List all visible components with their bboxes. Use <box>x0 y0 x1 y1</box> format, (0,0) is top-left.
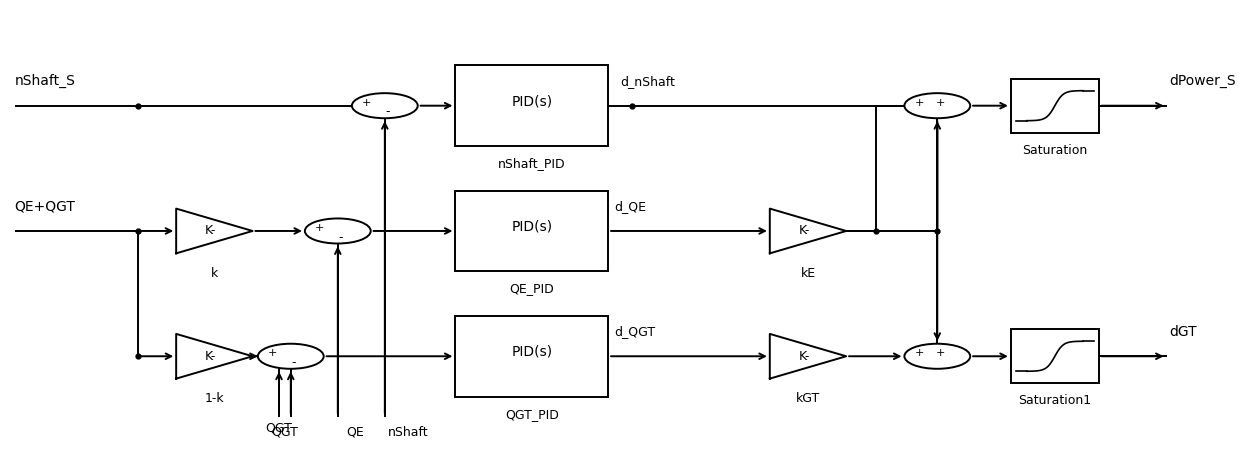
Text: -: - <box>386 106 391 118</box>
Text: +: + <box>268 348 278 358</box>
Text: K-: K- <box>205 350 216 363</box>
Text: +: + <box>936 348 945 358</box>
Text: nShaft_S: nShaft_S <box>15 74 76 88</box>
Text: QGT: QGT <box>272 426 299 439</box>
Text: K-: K- <box>205 225 216 237</box>
Text: d_QGT: d_QGT <box>614 325 655 338</box>
Text: Saturation1: Saturation1 <box>1018 394 1091 407</box>
Polygon shape <box>176 334 253 379</box>
Bar <box>455 191 608 271</box>
Text: d_nShaft: d_nShaft <box>620 75 675 87</box>
Text: dGT: dGT <box>1169 325 1197 339</box>
Text: nShaft: nShaft <box>388 426 429 439</box>
Polygon shape <box>770 334 846 379</box>
Text: +: + <box>936 97 945 107</box>
Text: QE: QE <box>346 426 365 439</box>
Text: QE_PID: QE_PID <box>510 282 554 295</box>
Circle shape <box>305 218 371 244</box>
Circle shape <box>258 344 324 369</box>
Text: -: - <box>291 356 296 369</box>
Text: kGT: kGT <box>796 392 820 405</box>
Text: K-: K- <box>799 225 810 237</box>
Bar <box>455 65 608 146</box>
Text: nShaft_PID: nShaft_PID <box>498 157 565 170</box>
Text: PID(s): PID(s) <box>511 345 552 359</box>
Text: QGT_PID: QGT_PID <box>505 408 559 421</box>
Bar <box>1011 329 1099 383</box>
Circle shape <box>904 344 970 369</box>
Text: QE+QGT: QE+QGT <box>15 199 76 213</box>
Text: K-: K- <box>799 350 810 363</box>
Text: +: + <box>362 97 372 107</box>
Text: -: - <box>339 231 343 244</box>
Text: PID(s): PID(s) <box>511 220 552 233</box>
Text: Saturation: Saturation <box>1022 144 1087 157</box>
Text: +: + <box>315 223 325 233</box>
Text: +: + <box>915 97 924 107</box>
Text: QGT: QGT <box>265 421 293 434</box>
Text: PID(s): PID(s) <box>511 94 552 108</box>
Text: k: k <box>211 267 218 280</box>
Text: dPower_S: dPower_S <box>1169 74 1235 88</box>
Circle shape <box>352 93 418 118</box>
Text: +: + <box>915 348 924 358</box>
Text: 1-k: 1-k <box>205 392 224 405</box>
Polygon shape <box>770 208 846 253</box>
Text: d_QE: d_QE <box>614 200 646 213</box>
Bar <box>455 316 608 396</box>
Polygon shape <box>176 208 253 253</box>
Circle shape <box>904 93 970 118</box>
Bar <box>1011 79 1099 133</box>
Text: kE: kE <box>801 267 816 280</box>
